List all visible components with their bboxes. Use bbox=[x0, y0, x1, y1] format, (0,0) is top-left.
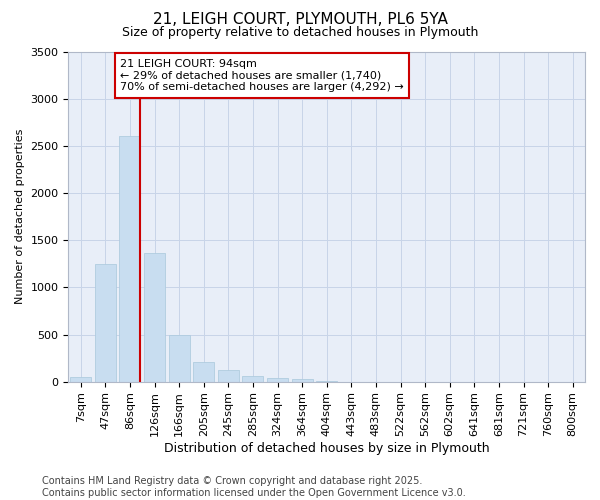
Bar bbox=[95, 264, 116, 382]
Bar bbox=[70, 377, 91, 382]
Bar bbox=[267, 378, 288, 382]
Text: Size of property relative to detached houses in Plymouth: Size of property relative to detached ho… bbox=[122, 26, 478, 39]
Y-axis label: Number of detached properties: Number of detached properties bbox=[15, 129, 25, 304]
Bar bbox=[144, 254, 165, 382]
Text: 21 LEIGH COURT: 94sqm
← 29% of detached houses are smaller (1,740)
70% of semi-d: 21 LEIGH COURT: 94sqm ← 29% of detached … bbox=[120, 59, 404, 92]
Bar bbox=[242, 376, 263, 382]
Bar bbox=[169, 334, 190, 382]
Text: Contains HM Land Registry data © Crown copyright and database right 2025.
Contai: Contains HM Land Registry data © Crown c… bbox=[42, 476, 466, 498]
Bar bbox=[193, 362, 214, 382]
Bar bbox=[119, 136, 140, 382]
Bar bbox=[218, 370, 239, 382]
Text: 21, LEIGH COURT, PLYMOUTH, PL6 5YA: 21, LEIGH COURT, PLYMOUTH, PL6 5YA bbox=[152, 12, 448, 28]
X-axis label: Distribution of detached houses by size in Plymouth: Distribution of detached houses by size … bbox=[164, 442, 490, 455]
Bar bbox=[292, 380, 313, 382]
